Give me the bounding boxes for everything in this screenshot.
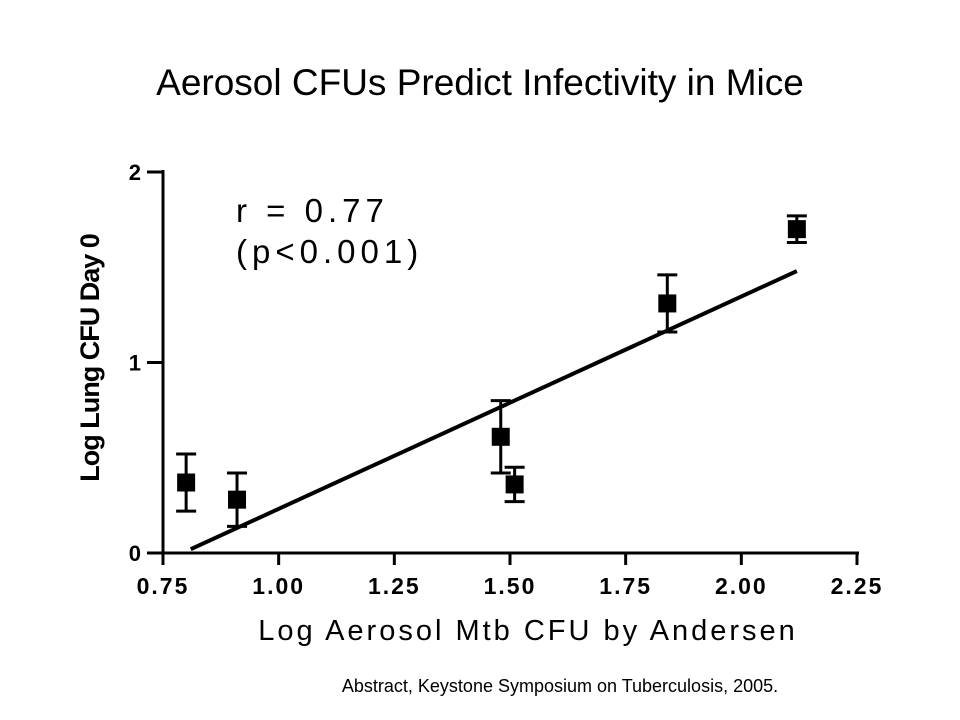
y-tick-label: 0 bbox=[129, 541, 141, 566]
fit-line-group bbox=[189, 269, 798, 552]
labels-group: 0.75 1.00 1.25 1.50 1.75 2.00 2.25 0 1 2 Log Aeros… bbox=[75, 160, 884, 647]
x-tick-label: 0.75 bbox=[137, 573, 190, 599]
data-point bbox=[658, 294, 677, 313]
x-axis-title: Log Aerosol Mtb CFU by Andersen bbox=[258, 615, 798, 647]
data-point bbox=[177, 473, 196, 492]
x-tick-label: 1.50 bbox=[484, 573, 537, 599]
y-tick-label: 2 bbox=[129, 160, 141, 185]
x-tick-label: 1.75 bbox=[599, 573, 652, 599]
annotation-p-value: (p<0.001) bbox=[236, 233, 423, 270]
x-tick-label: 2.25 bbox=[831, 573, 884, 599]
points-group bbox=[176, 214, 807, 528]
data-point bbox=[228, 490, 247, 509]
regression-line bbox=[189, 269, 798, 552]
data-point bbox=[505, 475, 524, 494]
slide-title: Aerosol CFUs Predict Infectivity in Mice bbox=[156, 62, 804, 103]
x-tick-label: 2.00 bbox=[715, 573, 768, 599]
annotation-r-value: r = 0.77 bbox=[236, 192, 389, 229]
y-tick-label: 1 bbox=[129, 351, 141, 376]
x-tick-label: 1.00 bbox=[252, 573, 305, 599]
axes bbox=[147, 170, 859, 565]
data-point bbox=[787, 220, 806, 239]
y-axis-title: Log Lung CFU Day 0 bbox=[75, 234, 105, 482]
data-point bbox=[491, 427, 510, 446]
x-tick-label: 1.25 bbox=[368, 573, 421, 599]
source-caption: Abstract, Keystone Symposium on Tubercul… bbox=[341, 676, 779, 696]
